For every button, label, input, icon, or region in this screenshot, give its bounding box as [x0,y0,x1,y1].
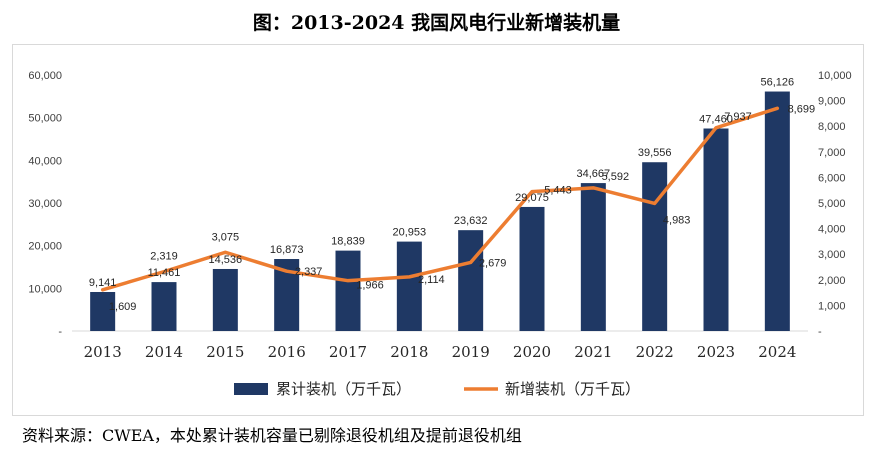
line-data-label: 1,609 [109,301,137,313]
x-axis-tick-label: 2019 [452,343,490,361]
x-axis-tick-label: 2024 [758,343,796,361]
bar-data-label: 9,141 [89,277,117,289]
bar-data-label: 16,873 [270,244,304,256]
right-axis-tick-label: 10,000 [818,70,852,82]
bar [396,241,422,331]
bar-data-label: 29,075 [515,192,549,204]
left-axis-tick-label: 20,000 [28,241,62,253]
x-axis-tick-label: 2014 [145,343,183,361]
left-axis-tick-label: - [58,326,62,338]
right-axis-tick-label: 8,000 [818,121,846,133]
right-axis-tick-label: 6,000 [818,172,846,184]
line-data-label: 1,966 [356,280,384,292]
source-note: 资料来源：CWEA，本处累计装机容量已剔除退役机组及提前退役机组 [22,426,522,445]
bar-data-label: 23,632 [454,215,488,227]
x-axis-tick-label: 2013 [84,343,122,361]
bar [764,91,790,331]
left-axis-tick-label: 30,000 [28,198,62,210]
bar [151,282,177,331]
bar-data-label: 18,839 [331,236,365,248]
bar-data-label: 39,556 [638,147,672,159]
x-axis-tick-label: 2016 [268,343,306,361]
right-axis-tick-label: 3,000 [818,249,846,261]
bar-data-label: 47,460 [699,114,733,126]
line-series-new-installs [100,106,780,292]
legend-swatch-bar [234,383,268,395]
line-data-label: 2,337 [295,266,323,278]
line-data-label: 4,983 [663,214,691,226]
x-axis-tick-label: 2015 [206,343,244,361]
line-data-label: 3,075 [212,231,240,243]
line-data-label: 5,443 [544,185,572,197]
line-data-label: 8,699 [788,103,816,115]
line-data-label: 5,592 [602,171,630,183]
bar [335,250,361,331]
right-axis-tick-label: 2,000 [818,275,846,287]
left-axis-tick-label: 10,000 [28,283,62,295]
left-axis-tick-label: 50,000 [28,113,62,125]
left-axis-tick-label: 40,000 [28,155,62,167]
bar [212,268,238,331]
chart-title: 图：2013-2024 我国风电行业新增装机量 [252,12,621,34]
right-axis-tick-label: - [818,326,822,338]
bar-data-label: 20,953 [393,227,427,239]
right-axis-tick-label: 4,000 [818,224,846,236]
x-axis-tick-label: 2017 [329,343,367,361]
bar-data-label: 14,536 [209,254,243,266]
legend-label-line: 新增装机（万千瓦） [505,380,640,398]
left-axis-tick-label: 60,000 [28,70,62,82]
x-axis-tick-label: 2023 [697,343,735,361]
bar-data-label: 11,461 [148,267,181,279]
bar [703,128,729,331]
bar-data-label: 56,126 [761,77,795,89]
bar [458,230,484,331]
line-data-label: 2,679 [479,257,507,269]
bar [90,291,116,331]
bar [642,162,668,331]
right-axis-tick-label: 7,000 [818,147,846,159]
bar [519,206,545,331]
x-axis-tick-label: 2021 [574,343,612,361]
bar-data-label: 34,667 [577,168,611,180]
line-data-label: 7,937 [724,111,752,123]
x-axis-tick-label: 2018 [390,343,428,361]
bar [580,183,606,331]
right-axis-tick-label: 9,000 [818,96,846,108]
chart-frame [12,44,864,416]
line-data-label: 2,114 [418,274,445,286]
legend-label-bar: 累计装机（万千瓦） [276,380,411,398]
right-axis-tick-label: 5,000 [818,198,846,210]
x-axis-tick-label: 2022 [636,343,674,361]
x-axis-tick-label: 2020 [513,343,551,361]
line-data-label: 2,319 [150,251,178,263]
right-axis-tick-label: 1,000 [818,300,846,312]
